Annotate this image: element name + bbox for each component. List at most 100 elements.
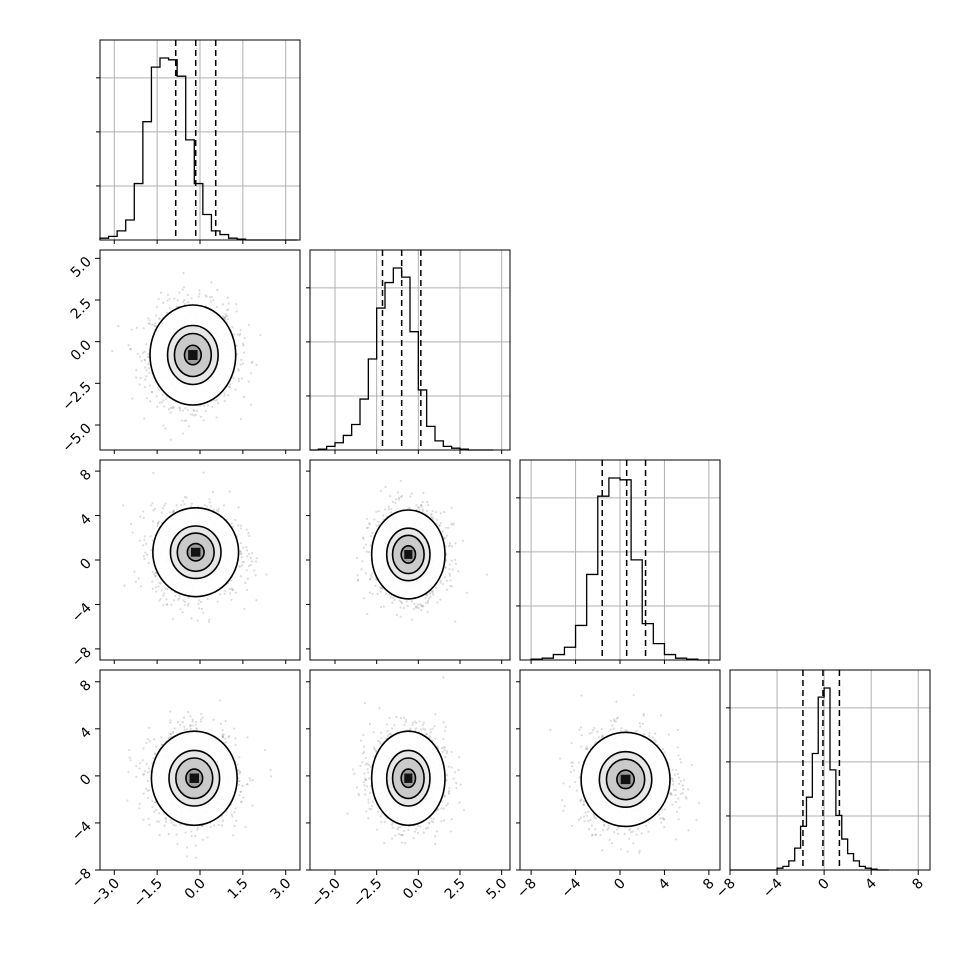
scatter-point [142, 818, 145, 821]
scatter-point [181, 721, 184, 724]
scatter-point [205, 505, 208, 508]
scatter-point [163, 405, 166, 408]
scatter-point [225, 314, 228, 318]
scatter-point [430, 513, 433, 516]
scatter-point [182, 599, 185, 602]
scatter-point [247, 552, 251, 555]
scatter-point [444, 526, 447, 530]
scatter-point [410, 618, 414, 621]
scatter-point [146, 779, 150, 783]
scatter-point [189, 724, 192, 728]
scatter-point [431, 516, 434, 519]
scatter-point [187, 596, 190, 599]
scatter-point [185, 496, 188, 499]
scatter-point [387, 508, 390, 511]
scatter-point [141, 544, 145, 547]
scatter-point [419, 504, 423, 507]
scatter-point [431, 590, 435, 593]
scatter-point [430, 589, 433, 593]
histogram-panel-0 [96, 39, 301, 241]
scatter-point [246, 549, 249, 552]
scatter-point [186, 408, 189, 411]
scatter-point [189, 727, 192, 730]
scatter-point [410, 600, 413, 603]
scatter-point [154, 571, 157, 574]
scatter-point [217, 507, 220, 510]
scatter-point [239, 550, 242, 553]
scatter-point [190, 617, 193, 620]
scatter-point [153, 507, 157, 510]
scatter-point [175, 504, 178, 507]
scatter-point [395, 613, 398, 616]
scatter-point [417, 506, 421, 509]
scatter-point [168, 307, 171, 310]
scatter-point [424, 597, 427, 600]
scatter-point [251, 360, 254, 364]
scatter-point [138, 802, 141, 806]
scatter-point [445, 579, 449, 582]
scatter-point [196, 619, 199, 622]
scatter-point [444, 566, 447, 569]
scatter-point [425, 509, 429, 513]
scatter-point [375, 510, 378, 514]
scatter-point [396, 491, 400, 494]
scatter-point [409, 495, 412, 498]
scatter-point [245, 569, 248, 572]
scatter-point [135, 368, 138, 372]
scatter-point [432, 593, 435, 596]
scatter-point [148, 823, 151, 826]
scatter-point [232, 525, 235, 528]
density-core [188, 350, 198, 360]
scatter-point [185, 419, 188, 422]
scatter-point [384, 485, 387, 489]
scatter-point [231, 815, 234, 818]
scatter-point [143, 359, 147, 362]
scatter-point [165, 311, 168, 314]
scatter-point [226, 296, 229, 299]
scatter-point [187, 425, 190, 428]
scatter-point [441, 582, 444, 586]
scatter-point [209, 826, 212, 829]
histogram-frame [309, 249, 511, 451]
scatter-point [157, 317, 160, 320]
scatter-point [195, 409, 199, 412]
scatter-point [230, 579, 233, 582]
histogram-steps [99, 57, 298, 241]
scatter-point [143, 535, 146, 538]
scatter-point [143, 417, 146, 420]
scatter-point [226, 394, 230, 397]
scatter-point [129, 759, 132, 762]
scatter-point [152, 757, 155, 760]
scatter-point [384, 508, 387, 511]
scatter-point [142, 554, 145, 558]
scatter-point [147, 317, 150, 320]
scatter-point [368, 523, 371, 526]
scatter-point [242, 351, 246, 354]
scatter-point [254, 574, 257, 577]
scatter-point [172, 406, 175, 410]
scatter-point [184, 407, 187, 410]
scatter-point [111, 349, 114, 353]
scatter-point [172, 823, 175, 826]
scatter-point [465, 591, 468, 594]
scatter-point [127, 344, 130, 347]
scatter-point [421, 605, 424, 608]
scatter-point [173, 297, 176, 300]
scatter-point [212, 490, 215, 493]
scatter-point [186, 301, 190, 304]
scatter-point [204, 294, 207, 297]
scatter-point [366, 612, 369, 616]
scatter-point [208, 618, 211, 621]
scatter-point [191, 724, 194, 727]
histogram-panel-2 [516, 459, 721, 661]
scatter-point [214, 399, 218, 402]
scatter-point [432, 517, 435, 520]
scatter-point [131, 531, 134, 534]
scatter-point [160, 511, 163, 514]
scatter-point [198, 599, 201, 602]
scatter-point [161, 393, 164, 397]
scatter-point [178, 595, 181, 598]
scatter-point [129, 347, 132, 351]
scatter-point [241, 342, 245, 345]
panel-contents [126, 699, 273, 859]
